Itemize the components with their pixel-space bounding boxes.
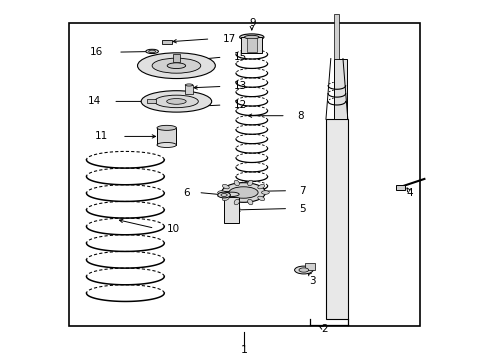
Bar: [157, 128, 176, 145]
Text: 15: 15: [233, 52, 246, 62]
Ellipse shape: [247, 180, 252, 186]
Ellipse shape: [148, 50, 155, 53]
Bar: [223, 197, 239, 223]
Ellipse shape: [152, 58, 201, 73]
Ellipse shape: [222, 196, 229, 201]
Ellipse shape: [137, 53, 215, 78]
Text: 7: 7: [299, 186, 305, 196]
Bar: [185, 85, 193, 94]
Text: 6: 6: [183, 188, 190, 198]
Bar: [162, 40, 171, 44]
Bar: [172, 54, 180, 62]
Text: 12: 12: [233, 100, 246, 110]
Text: 9: 9: [248, 18, 255, 28]
Ellipse shape: [221, 183, 265, 202]
Ellipse shape: [298, 268, 308, 272]
Bar: [246, 38, 256, 53]
Ellipse shape: [154, 95, 198, 108]
Text: 11: 11: [94, 131, 107, 141]
Bar: [334, 59, 346, 119]
Ellipse shape: [257, 196, 264, 201]
Ellipse shape: [217, 191, 225, 194]
Bar: [334, 14, 339, 59]
Ellipse shape: [247, 199, 252, 205]
Ellipse shape: [239, 34, 264, 40]
Text: 17: 17: [222, 34, 235, 44]
Text: 2: 2: [321, 324, 327, 334]
Text: 4: 4: [406, 188, 412, 198]
Ellipse shape: [157, 143, 176, 148]
Ellipse shape: [167, 63, 185, 68]
Bar: [223, 192, 239, 197]
Ellipse shape: [221, 194, 227, 197]
Ellipse shape: [145, 49, 158, 54]
Text: 13: 13: [233, 81, 246, 91]
Ellipse shape: [234, 180, 239, 186]
Ellipse shape: [217, 192, 230, 198]
Ellipse shape: [294, 266, 312, 274]
Ellipse shape: [228, 187, 258, 198]
Ellipse shape: [244, 35, 259, 39]
Ellipse shape: [141, 91, 211, 112]
Text: 16: 16: [89, 47, 102, 57]
Ellipse shape: [257, 184, 264, 189]
Text: 10: 10: [166, 224, 180, 234]
Bar: [69, 23, 419, 327]
Bar: [325, 119, 347, 319]
Bar: [305, 263, 314, 270]
Text: 8: 8: [296, 111, 303, 121]
Text: 3: 3: [308, 276, 315, 286]
Ellipse shape: [261, 191, 269, 194]
Ellipse shape: [166, 99, 186, 104]
Bar: [147, 99, 156, 103]
Ellipse shape: [223, 192, 239, 197]
Text: 5: 5: [299, 203, 305, 213]
Bar: [395, 185, 404, 190]
Text: 1: 1: [241, 345, 247, 355]
Ellipse shape: [222, 184, 229, 189]
Ellipse shape: [157, 125, 176, 130]
Ellipse shape: [185, 84, 193, 86]
Bar: [241, 37, 262, 53]
Text: 14: 14: [88, 96, 101, 107]
Ellipse shape: [234, 199, 239, 205]
